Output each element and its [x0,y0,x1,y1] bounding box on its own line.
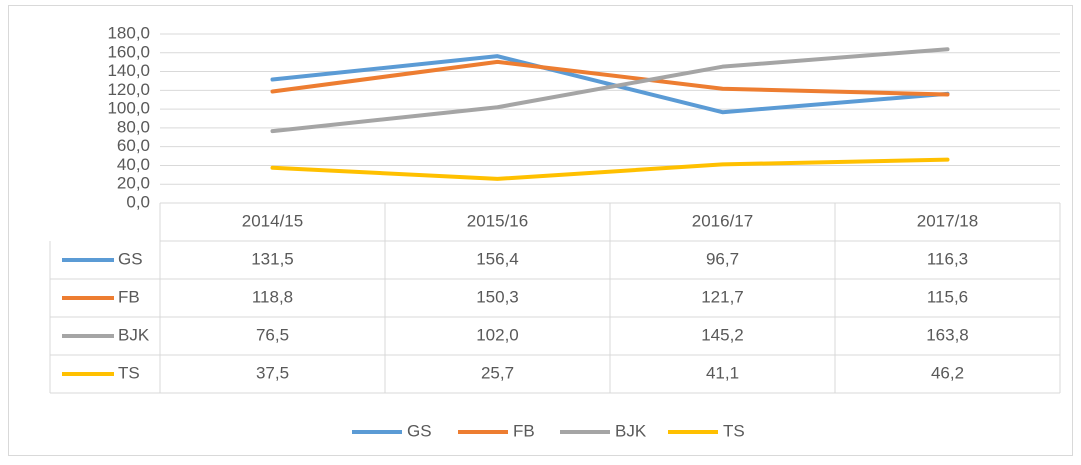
table-value: 116,3 [927,249,968,268]
legend-label: TS [118,363,140,382]
x-tick-label: 2015/16 [467,211,528,230]
y-tick-label: 0,0 [126,192,150,211]
table-value: 25,7 [481,363,514,382]
y-tick-label: 140,0 [107,61,150,80]
x-tick-label: 2017/18 [917,211,978,230]
legend-label: FB [118,287,140,306]
x-tick-label: 2016/17 [692,211,753,230]
y-tick-label: 20,0 [117,174,150,193]
y-tick-label: 40,0 [117,155,150,174]
table-value: 156,4 [476,249,519,268]
table-value: 115,6 [927,287,968,306]
y-tick-label: 160,0 [107,42,150,61]
table-value: 37,5 [256,363,289,382]
x-tick-label: 2014/15 [242,211,303,230]
y-tick-label: 80,0 [117,117,150,136]
table-value: 102,0 [476,325,519,344]
legend-label: BJK [118,325,150,344]
series-line [270,59,950,97]
legend-label: TS [723,421,745,440]
y-tick-label: 60,0 [117,136,150,155]
table-value: 150,3 [476,287,519,306]
legend-label: FB [513,421,535,440]
series-line [270,47,950,134]
y-tick-label: 120,0 [107,80,150,99]
legend-label: GS [118,249,143,268]
table-value: 96,7 [706,249,739,268]
table-value: 46,2 [931,363,964,382]
chart-area [8,5,1073,456]
y-tick-label: 180,0 [107,23,150,42]
table-value: 121,7 [701,287,744,306]
table-value: 118,8 [252,287,293,306]
table-value: 131,5 [251,249,294,268]
table-value: 41,1 [706,363,739,382]
series-line [270,54,950,115]
table-value: 145,2 [701,325,744,344]
table-value: 76,5 [256,325,289,344]
legend-label: GS [407,421,432,440]
legend-label: BJK [615,421,647,440]
y-tick-label: 100,0 [107,99,150,118]
table-value: 163,8 [926,325,969,344]
series-line [270,157,950,181]
